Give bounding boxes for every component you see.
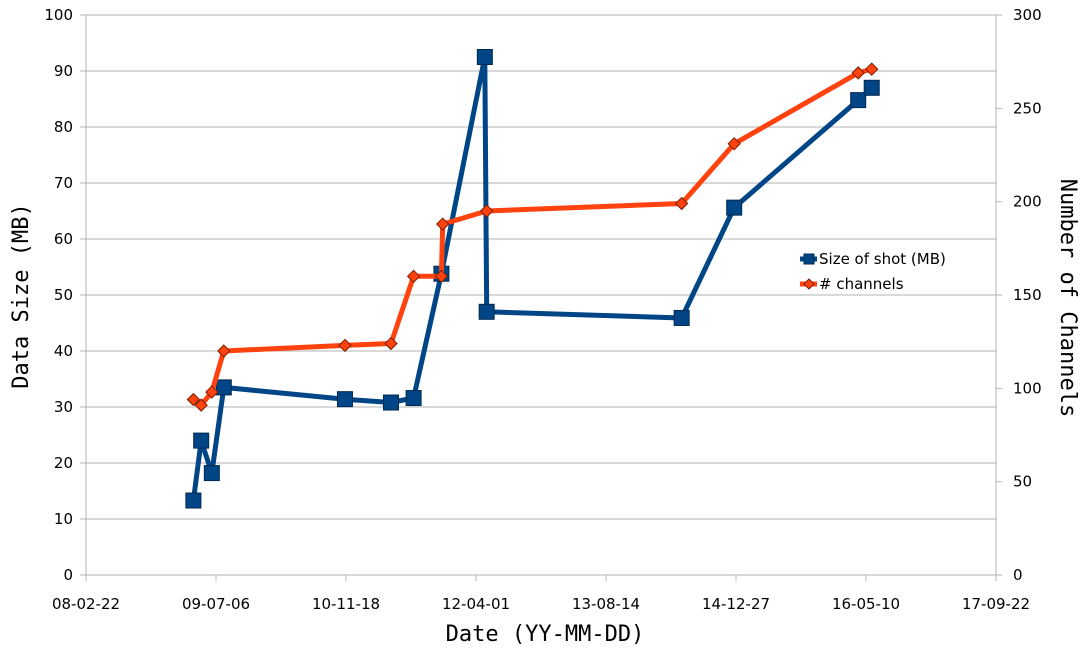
y-tick-label: 0 bbox=[63, 566, 73, 584]
data-point-diamond bbox=[186, 392, 201, 407]
y2-axis-title: Number of Channels bbox=[1055, 179, 1080, 417]
data-point-square bbox=[405, 390, 422, 407]
y-tick-label: 80 bbox=[54, 118, 73, 136]
data-point-diamond bbox=[217, 344, 231, 358]
y2-tick-label: 50 bbox=[1013, 473, 1032, 491]
data-point-diamond bbox=[436, 217, 450, 231]
data-point-square bbox=[850, 92, 867, 109]
data-point-square bbox=[382, 394, 399, 411]
axes-layer: 0 10 20 30 40 50 60 70 80 90 100 0 50 100 150 200 250 300… bbox=[44, 6, 1041, 613]
y-tick-label: 90 bbox=[54, 62, 73, 80]
legend-marker-square bbox=[803, 253, 815, 265]
y-tick-label: 50 bbox=[54, 286, 73, 304]
data-point-square bbox=[336, 391, 353, 408]
data-point-diamond bbox=[406, 269, 421, 284]
data-point-diamond bbox=[479, 204, 494, 218]
legend-marker-diamond bbox=[803, 278, 815, 290]
data-point-square bbox=[726, 199, 743, 216]
x-axis-title: Date (YY-MM-DD) bbox=[446, 622, 645, 647]
data-point-diamond bbox=[384, 336, 398, 351]
y2-tick-label: 0 bbox=[1013, 566, 1023, 584]
legend-label: # channels bbox=[819, 275, 904, 293]
data-point-diamond bbox=[205, 385, 219, 399]
data-point-square bbox=[476, 49, 493, 65]
grid-layer bbox=[86, 14, 996, 576]
legend: Size of shot (MB) # channels bbox=[800, 250, 946, 293]
data-point-diamond bbox=[434, 269, 449, 284]
y-tick-label: 60 bbox=[54, 230, 73, 248]
x-tick-label: 09-07-06 bbox=[182, 595, 250, 613]
data-point-square bbox=[215, 379, 232, 396]
data-point-square bbox=[185, 492, 202, 509]
series-line-1 bbox=[190, 54, 874, 501]
data-point-diamond bbox=[194, 398, 208, 412]
y-tick-label: 10 bbox=[54, 510, 73, 528]
y-tick-label: 20 bbox=[54, 454, 73, 472]
x-tick-label: 16-05-10 bbox=[832, 595, 900, 613]
x-tick-label: 17-09-22 bbox=[962, 595, 1030, 613]
y-axis-title: Data Size (MB) bbox=[9, 203, 34, 388]
y-tick-label: 30 bbox=[54, 398, 73, 416]
data-point-square bbox=[203, 465, 220, 482]
data-point-square bbox=[673, 309, 690, 326]
y2-tick-label: 100 bbox=[1013, 379, 1042, 397]
y2-tick-label: 200 bbox=[1013, 193, 1042, 211]
series-layer bbox=[185, 49, 880, 509]
data-point-square bbox=[193, 432, 210, 449]
x-tick-label: 12-04-01 bbox=[442, 595, 510, 613]
x-tick-label: 14-12-27 bbox=[702, 595, 770, 613]
y2-tick-label: 150 bbox=[1013, 286, 1042, 304]
data-point-diamond bbox=[851, 66, 865, 80]
y-tick-label: 40 bbox=[54, 342, 73, 360]
data-point-diamond bbox=[674, 196, 689, 211]
data-point-square bbox=[863, 79, 880, 96]
data-point-diamond bbox=[865, 62, 879, 76]
series-line-2 bbox=[191, 66, 873, 408]
legend-label: Size of shot (MB) bbox=[819, 250, 946, 268]
x-tick-label: 08-02-22 bbox=[52, 595, 120, 613]
data-point-diamond bbox=[338, 338, 352, 353]
y2-tick-label: 300 bbox=[1013, 6, 1042, 24]
data-point-square bbox=[478, 303, 495, 320]
x-tick-label: 10-11-18 bbox=[312, 595, 380, 613]
y2-tick-label: 250 bbox=[1013, 99, 1042, 117]
data-point-diamond bbox=[727, 137, 741, 151]
y-tick-label: 70 bbox=[54, 174, 73, 192]
x-tick-label: 13-08-14 bbox=[572, 595, 640, 613]
y-tick-label: 100 bbox=[44, 6, 73, 24]
